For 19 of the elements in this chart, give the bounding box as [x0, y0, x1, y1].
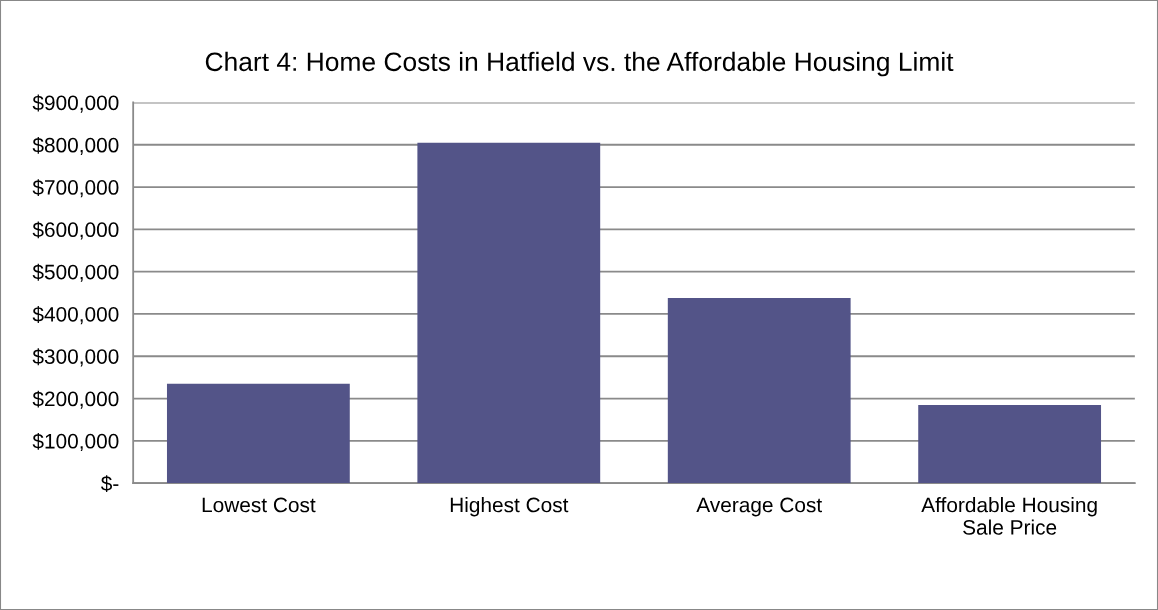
- y-tick-label: $900,000: [32, 94, 119, 113]
- y-tick-label: $400,000: [32, 306, 119, 325]
- x-tick-label: Average Cost: [696, 497, 822, 517]
- chart-title: Chart 4: Home Costs in Hatfield vs. the Affordable Housing Limit: [205, 51, 954, 77]
- y-tick-label: $300,000: [32, 348, 119, 367]
- y-tick-label: $200,000: [32, 390, 119, 409]
- bar: [667, 297, 851, 484]
- x-tick-label: Affordable Housing Sale Price: [921, 497, 1097, 535]
- y-tick-label: $700,000: [32, 179, 119, 198]
- y-tick-label: $800,000: [32, 136, 119, 155]
- bar: [918, 404, 1102, 484]
- y-tick-label: $-: [100, 475, 119, 493]
- x-tick-label: Lowest Cost: [202, 497, 316, 513]
- bar: [166, 383, 350, 484]
- y-tick-label: $100,000: [32, 432, 119, 452]
- x-tick-label: Highest Cost: [450, 497, 569, 517]
- y-tick-label: $500,000: [32, 263, 119, 282]
- bar: [417, 142, 601, 484]
- y-tick-label: $600,000: [32, 221, 119, 240]
